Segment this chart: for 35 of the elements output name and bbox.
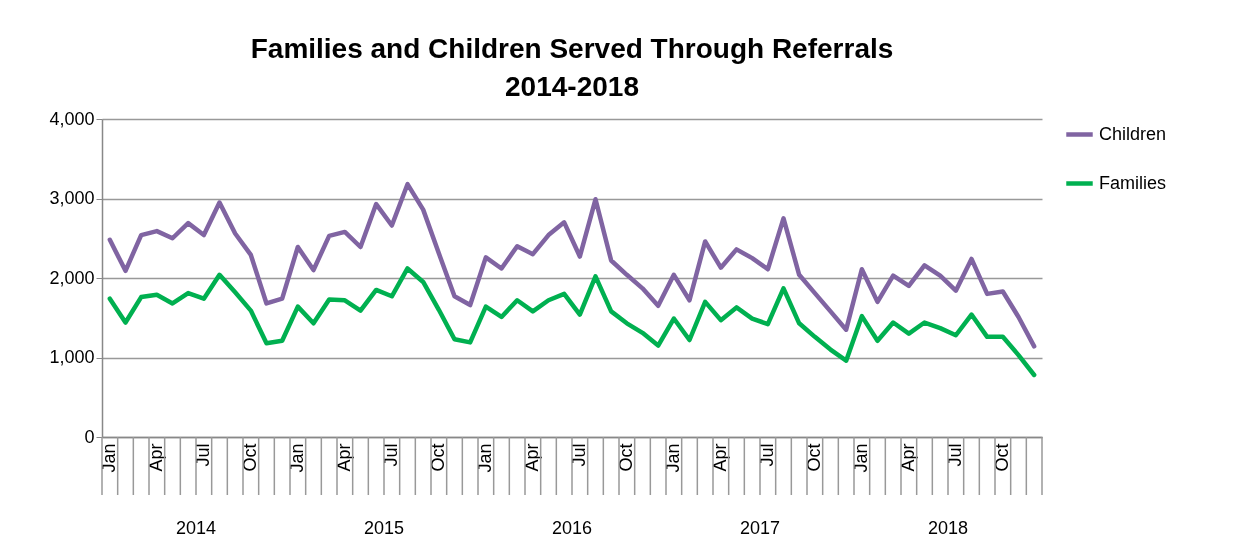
- x-tick-label: Apr: [146, 443, 167, 472]
- x-tick-label: Oct: [428, 443, 449, 472]
- x-tick-label: Oct: [992, 443, 1013, 472]
- x-tick-label: Jan: [287, 443, 308, 473]
- y-tick-label: 0: [84, 426, 95, 447]
- x-tick-label: Jul: [381, 443, 402, 467]
- x-tick-label: Oct: [616, 443, 637, 472]
- line-series: [107, 266, 1037, 378]
- x-tick-label: Apr: [710, 443, 731, 472]
- y-tick-label: 4,000: [49, 108, 95, 129]
- text: 2015: [363, 518, 405, 538]
- x-tick-label: Jan: [851, 443, 872, 473]
- y-tick-label: 3,000: [49, 188, 95, 208]
- text: 2016: [551, 518, 593, 538]
- x-tick-label: Jul: [193, 443, 214, 467]
- text: 2017: [739, 518, 781, 538]
- line-series: [107, 181, 1037, 349]
- x-tick-label: Oct: [804, 443, 825, 472]
- x-tick-label: Jan: [475, 443, 496, 473]
- x-tick-label: Oct: [240, 443, 261, 472]
- y-tick-label: 1,000: [49, 347, 95, 367]
- text: 2018: [927, 518, 969, 538]
- legend-label: Families: [1099, 172, 1167, 193]
- x-tick-label: Apr: [522, 443, 543, 472]
- x-tick-label: Jan: [99, 443, 120, 473]
- legend-label: Children: [1099, 123, 1167, 144]
- x-tick-label: Jul: [757, 443, 778, 467]
- text: 2014: [175, 518, 217, 538]
- x-tick-label: Apr: [334, 443, 355, 472]
- x-tick-label: Jan: [663, 443, 684, 473]
- x-tick-label: Jul: [569, 443, 590, 467]
- x-tick-label: Apr: [898, 443, 919, 472]
- chart-title: Families and Children Served Through Referrals 2014-2018: [250, 33, 894, 102]
- y-tick-label: 2,000: [49, 267, 95, 288]
- x-tick-label: Jul: [945, 443, 966, 467]
